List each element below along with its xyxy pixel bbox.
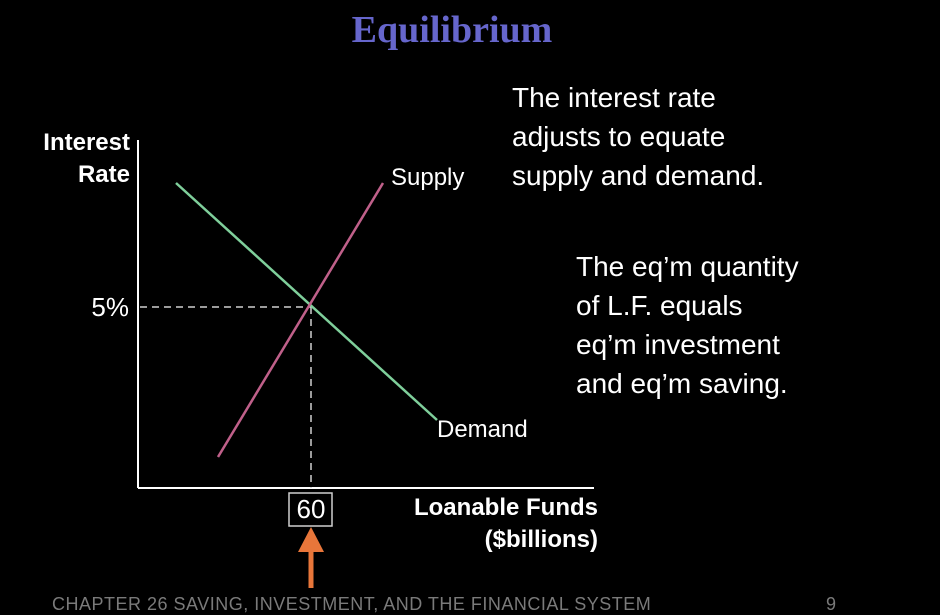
eq-quantity-box	[288, 492, 333, 527]
page-number: 9	[826, 594, 837, 614]
explanation-line: eq’m investment	[576, 329, 780, 360]
explanation-line: The interest rate	[512, 82, 716, 113]
y-axis-label: Rate	[78, 161, 130, 188]
eq-rate-label: 5%	[91, 292, 129, 322]
explanation-line: supply and demand.	[512, 160, 765, 191]
supply-label: Supply	[391, 164, 464, 191]
explanation-line: adjusts to equate	[512, 121, 726, 152]
demand-curve	[175, 182, 438, 421]
explanation-text-2: The eq’m quantity of L.F. equals eq’m in…	[576, 247, 799, 403]
explanation-text-1: The interest rate adjusts to equate supp…	[512, 78, 764, 195]
y-axis-label: Interest	[43, 129, 130, 156]
up-arrow-head	[298, 527, 324, 552]
slide-title: Equilibrium	[351, 9, 553, 51]
explanation-line: The eq’m quantity	[576, 251, 799, 282]
demand-label: Demand	[437, 416, 528, 443]
footer-chapter: CHAPTER 26 SAVING, INVESTMENT, AND THE F…	[52, 594, 652, 614]
supply-curve	[216, 182, 385, 458]
x-axis-label: Loanable Funds	[414, 494, 598, 521]
eq-quantity-label: 60	[297, 494, 326, 524]
explanation-line: of L.F. equals	[576, 290, 743, 321]
explanation-line: and eq’m saving.	[576, 368, 788, 399]
x-axis-label: ($billions)	[485, 526, 598, 553]
